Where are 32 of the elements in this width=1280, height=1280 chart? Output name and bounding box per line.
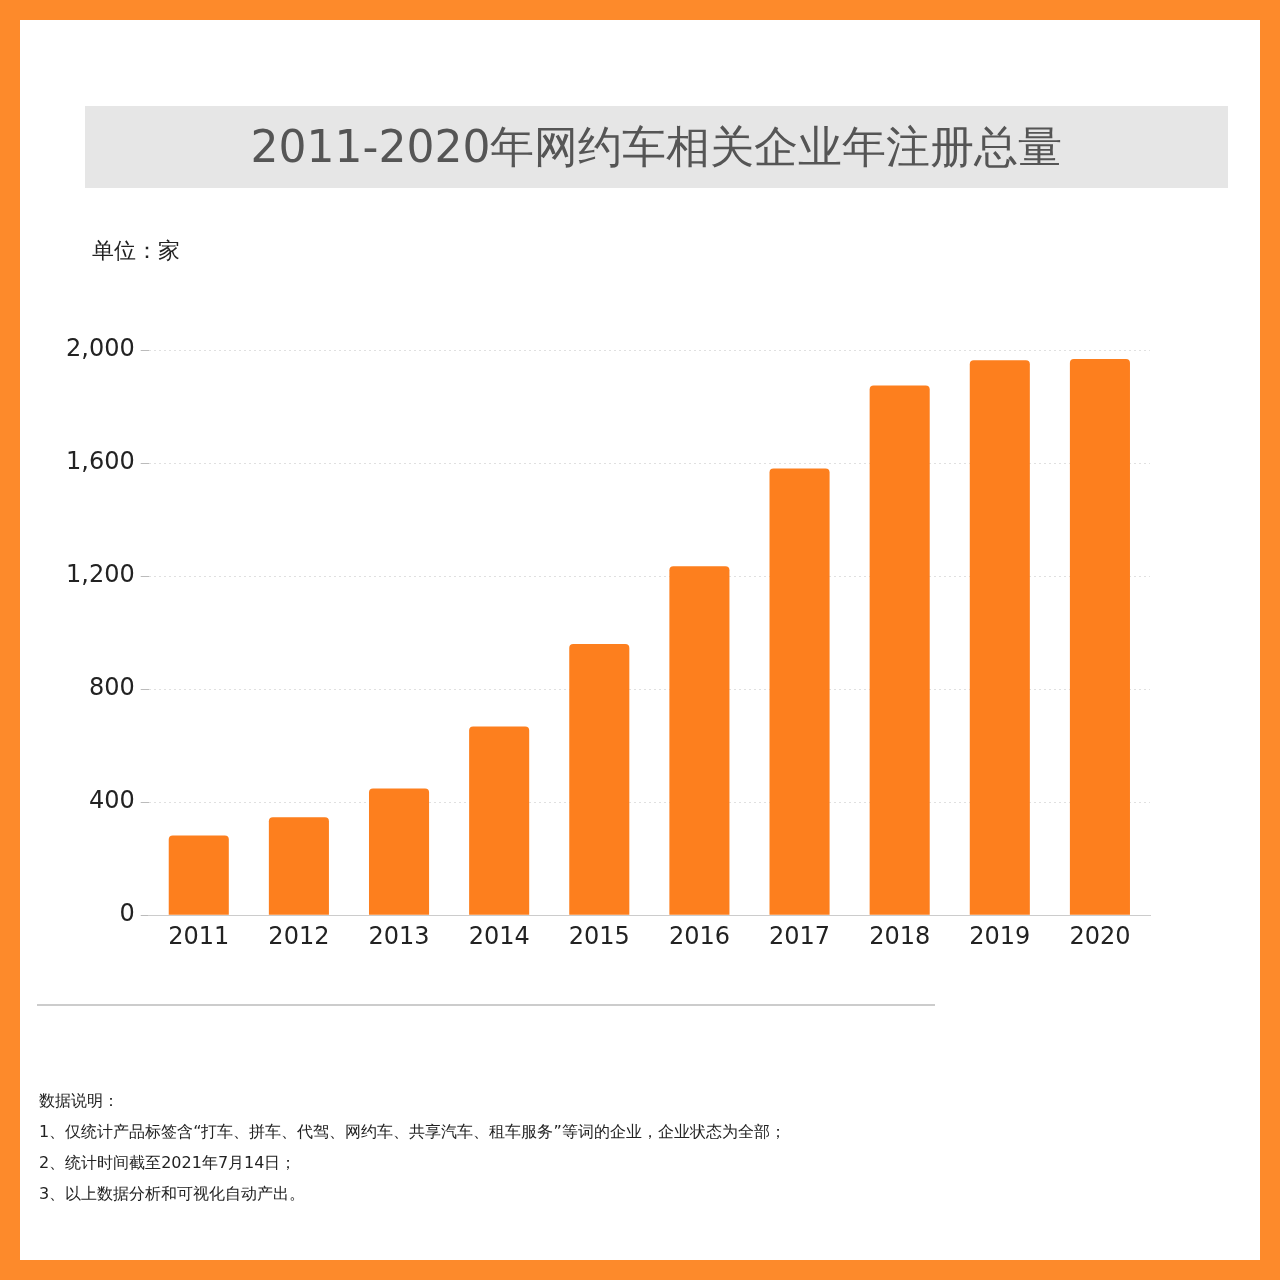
x-tick-label: 2020 — [1069, 921, 1131, 950]
y-tick-label: 1,200 — [65, 560, 135, 589]
text: 数据说明： — [39, 1090, 120, 1112]
text: 2、统计时间截至2021年7月14日； — [39, 1152, 298, 1174]
x-tick-label: 2018 — [869, 921, 931, 950]
bar — [769, 468, 830, 915]
x-tick-label: 2017 — [769, 921, 831, 950]
x-tick-label: 2012 — [268, 921, 330, 950]
x-tick-label: 2011 — [168, 921, 230, 950]
bar — [669, 566, 730, 915]
bar — [1069, 359, 1130, 915]
x-tick-label: 2013 — [368, 921, 430, 950]
bar — [368, 788, 430, 915]
y-axis-title: 单位：家 — [92, 237, 180, 265]
x-tick-label: 2016 — [668, 921, 730, 950]
x-tick-label: 2014 — [468, 921, 530, 950]
y-tick-label: 400 — [88, 786, 135, 815]
text: 1、仅统计产品标签含“打车、拼车、代驾、网约车、共享汽车、租车服务”等词的企业，企业状态为全部； — [39, 1121, 786, 1143]
bar — [268, 817, 329, 915]
y-tick-label: 1,600 — [65, 447, 135, 476]
bar — [869, 385, 930, 915]
text: 3、以上数据分析和可视化自动产出。 — [39, 1183, 307, 1205]
bar — [168, 835, 229, 915]
x-tick-label: 2019 — [969, 921, 1031, 950]
bar — [469, 726, 530, 915]
y-tick-label: 2,000 — [65, 334, 135, 363]
y-tick-label: 800 — [88, 673, 135, 702]
chart-title: 2011-2020年网约车相关企业年注册总量 — [85, 106, 1228, 188]
x-tick-label: 2015 — [568, 921, 630, 950]
bar — [569, 643, 630, 915]
y-tick-label: 0 — [119, 899, 135, 928]
bar — [969, 360, 1030, 915]
